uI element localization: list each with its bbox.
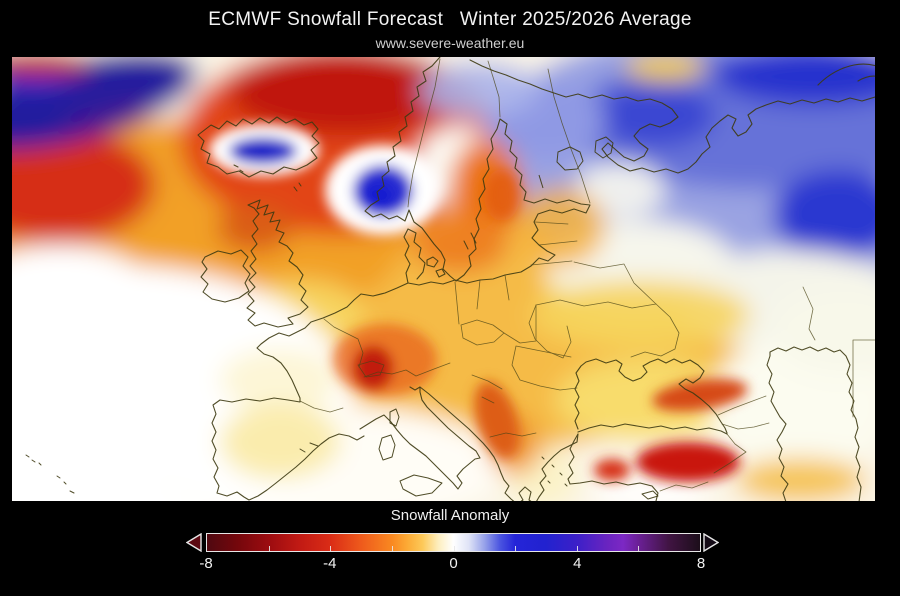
colorbar-tick-label: 8 — [696, 555, 706, 572]
map-svg — [12, 57, 875, 501]
colorbar-title: Snowfall Anomaly — [390, 507, 510, 524]
color-field — [12, 57, 875, 501]
colorbar-tick-label: -8 — [199, 555, 213, 572]
colorbar-tick — [330, 546, 332, 551]
colorbar-tick — [453, 546, 455, 551]
coastlines — [197, 57, 875, 501]
colorbar-tick — [515, 546, 517, 551]
colorbar-ticks — [207, 534, 700, 551]
colorbar-right-arrow — [703, 533, 719, 552]
colorbar-tick — [576, 546, 578, 551]
colorbar-tick — [391, 546, 393, 551]
page-title: ECMWF Snowfall Forecast Winter 2025/2026… — [208, 9, 692, 30]
colorbar-tick-labels: -8 -4 0 4 8 — [199, 555, 705, 575]
colorbar-left-arrow — [186, 533, 202, 552]
colorbar-tick-label: 0 — [449, 555, 458, 572]
page-subtitle: www.severe-weather.eu — [375, 35, 525, 51]
colorbar-tick-label: 4 — [573, 555, 582, 572]
colorbar — [206, 533, 701, 552]
lakes — [538, 136, 614, 189]
colorbar-tick — [638, 546, 640, 551]
forecast-map — [12, 57, 875, 501]
country-borders — [299, 58, 875, 492]
islands — [25, 164, 659, 500]
colorbar-tick-label: -4 — [323, 555, 337, 572]
colorbar-tick — [268, 546, 270, 551]
